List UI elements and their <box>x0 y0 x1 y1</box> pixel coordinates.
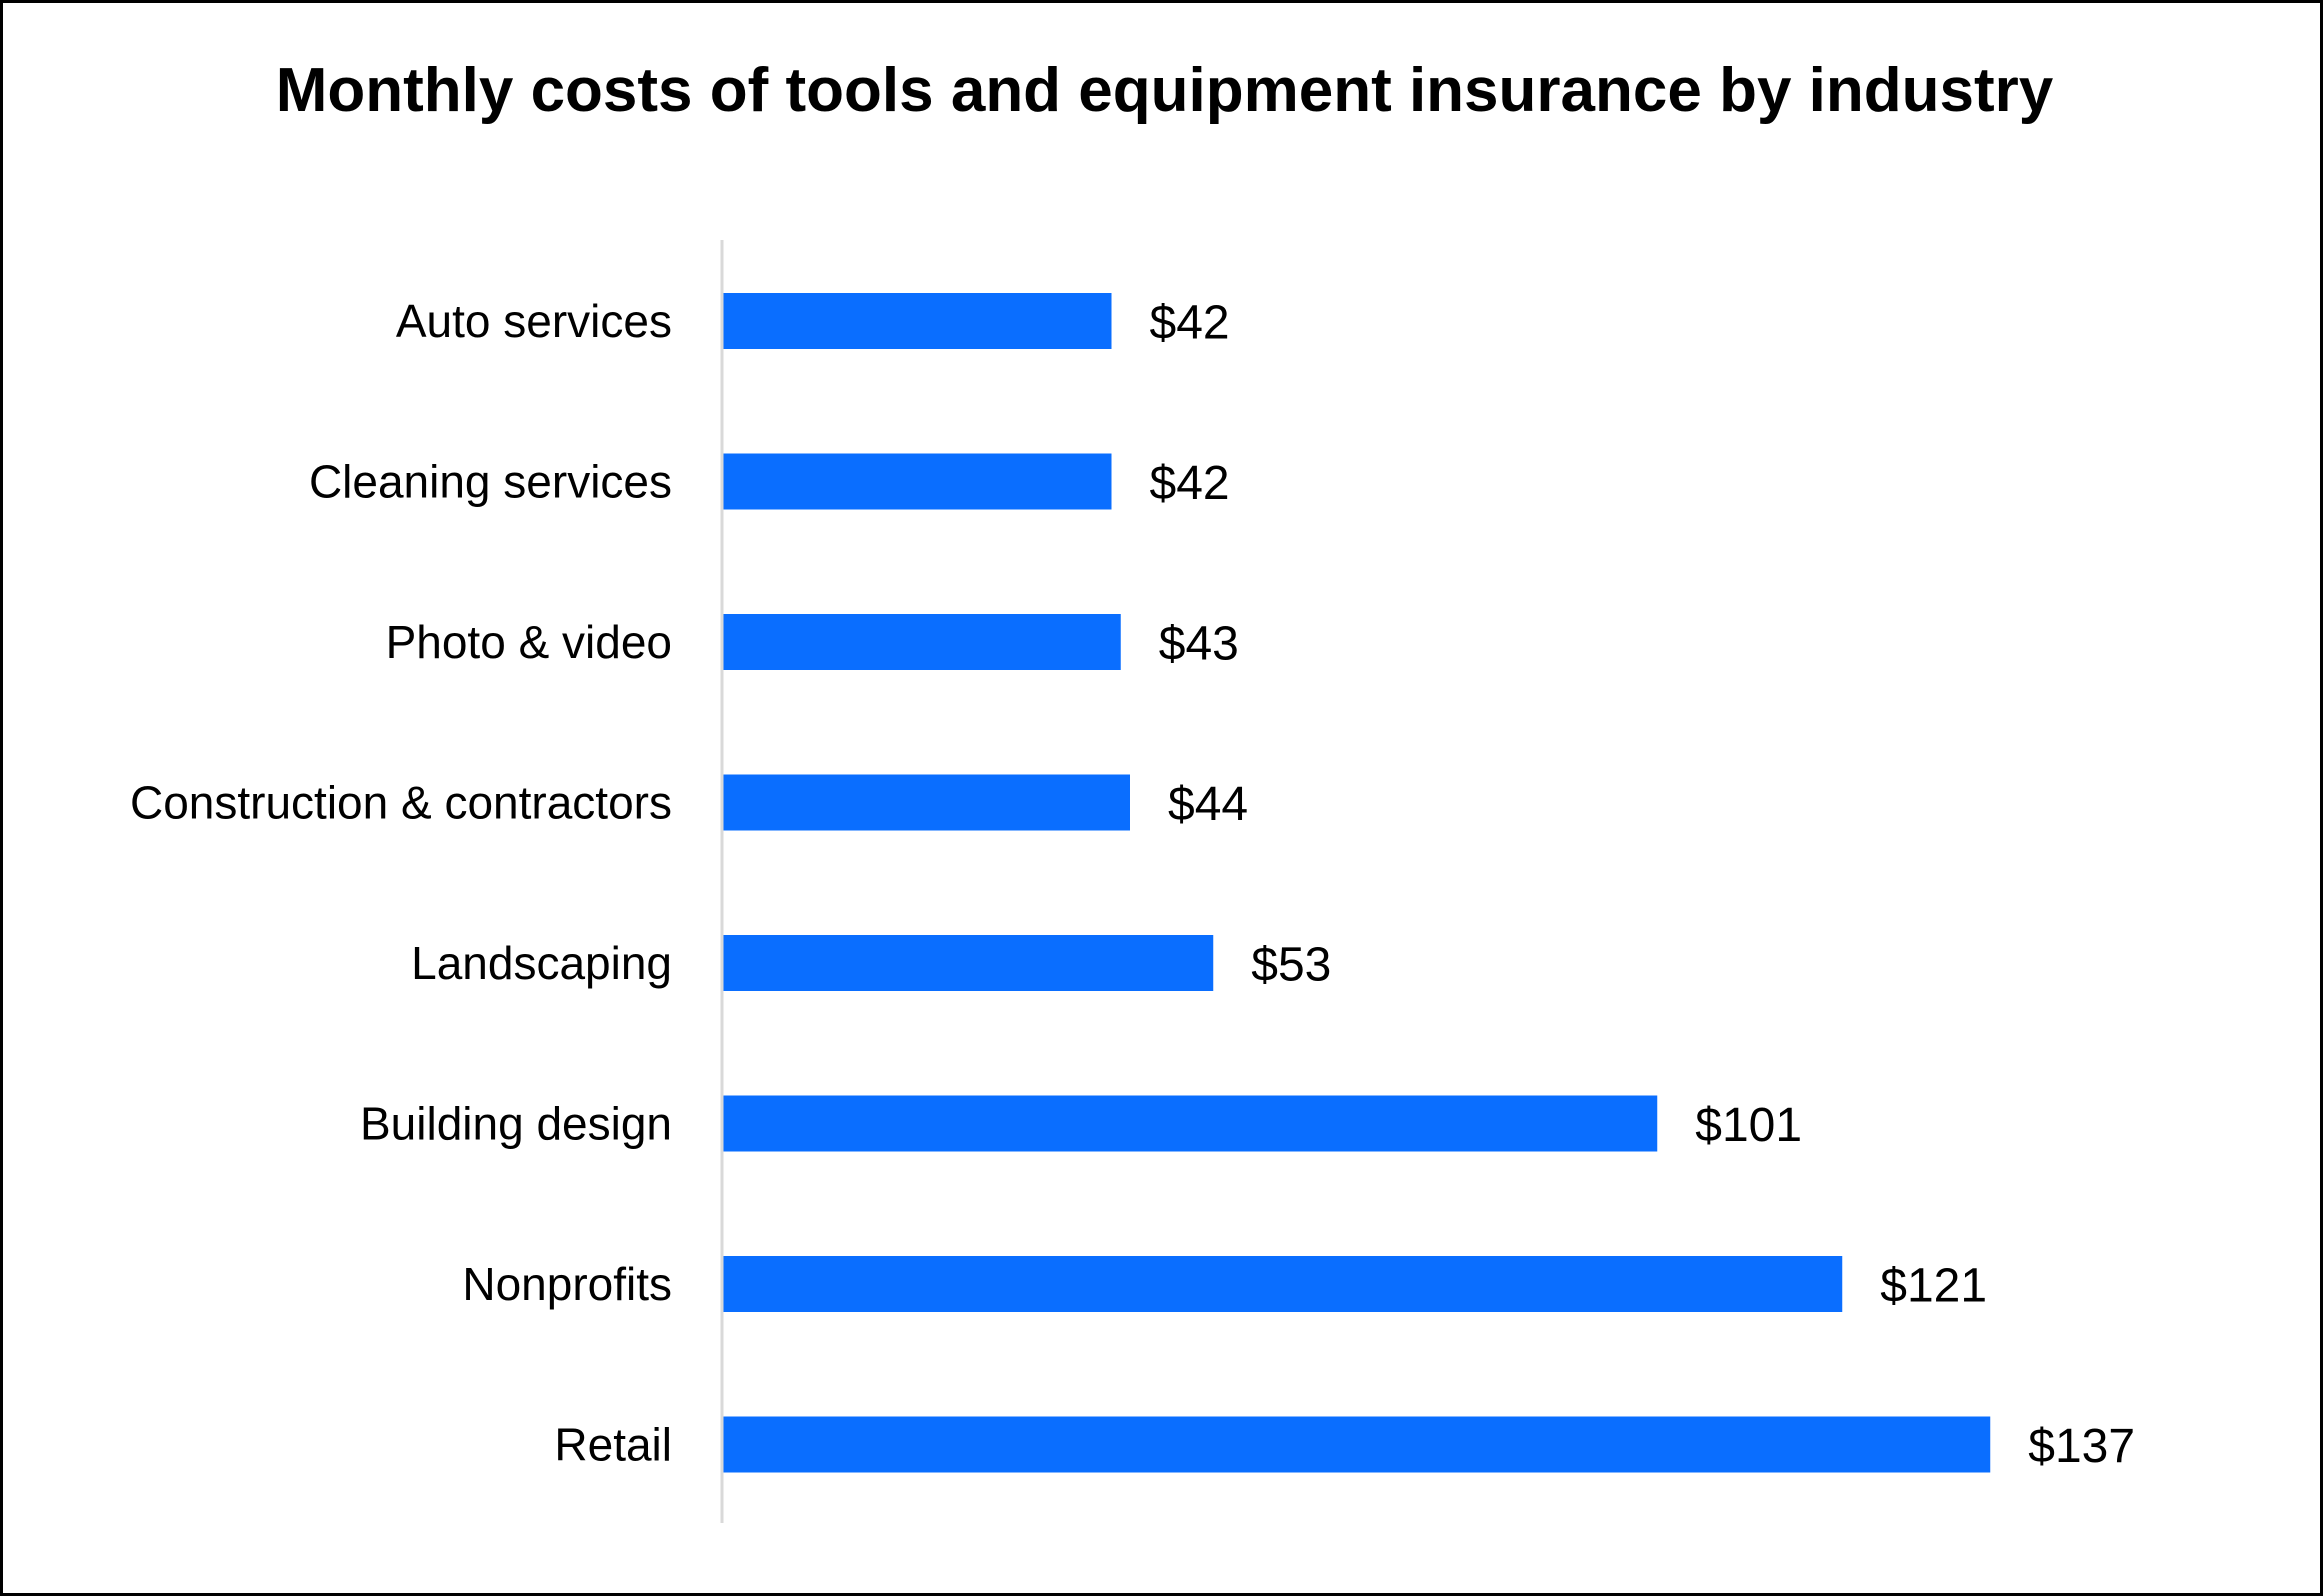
bar <box>723 293 1112 349</box>
data-label: $44 <box>1168 778 1248 831</box>
bar <box>723 453 1112 510</box>
bar-chart: Auto services Cleaning services Photo & vi… <box>130 240 2136 1523</box>
bar <box>723 1416 1991 1473</box>
category-labels: Auto services Cleaning services Photo & vi… <box>130 295 672 1471</box>
category-label: Retail <box>554 1419 672 1471</box>
category-label: Cleaning services <box>309 456 672 508</box>
category-label: Building design <box>360 1098 672 1150</box>
category-label: Auto services <box>396 295 672 347</box>
chart-title: Monthly costs of tools and equipment ins… <box>275 56 2054 125</box>
data-label: $42 <box>1150 297 1230 350</box>
data-label: $53 <box>1251 939 1331 992</box>
bars-layer <box>723 293 1991 1473</box>
bar <box>723 614 1121 670</box>
data-label: $101 <box>1695 1099 1802 1152</box>
data-label: $42 <box>1150 457 1230 510</box>
value-labels: $42 $42 $43 $44 $53 $101 $121 $137 <box>1150 297 2136 1474</box>
bar <box>723 935 1214 991</box>
category-label: Photo & video <box>386 616 672 668</box>
category-label: Landscaping <box>411 937 672 989</box>
category-label: Nonprofits <box>462 1258 672 1310</box>
category-label: Construction & contractors <box>130 777 672 829</box>
data-label: $121 <box>1880 1260 1987 1313</box>
data-label: $43 <box>1159 618 1239 671</box>
bar <box>723 1256 1843 1312</box>
bar <box>723 774 1130 831</box>
bar <box>723 1095 1658 1152</box>
data-label: $137 <box>2028 1420 2135 1473</box>
